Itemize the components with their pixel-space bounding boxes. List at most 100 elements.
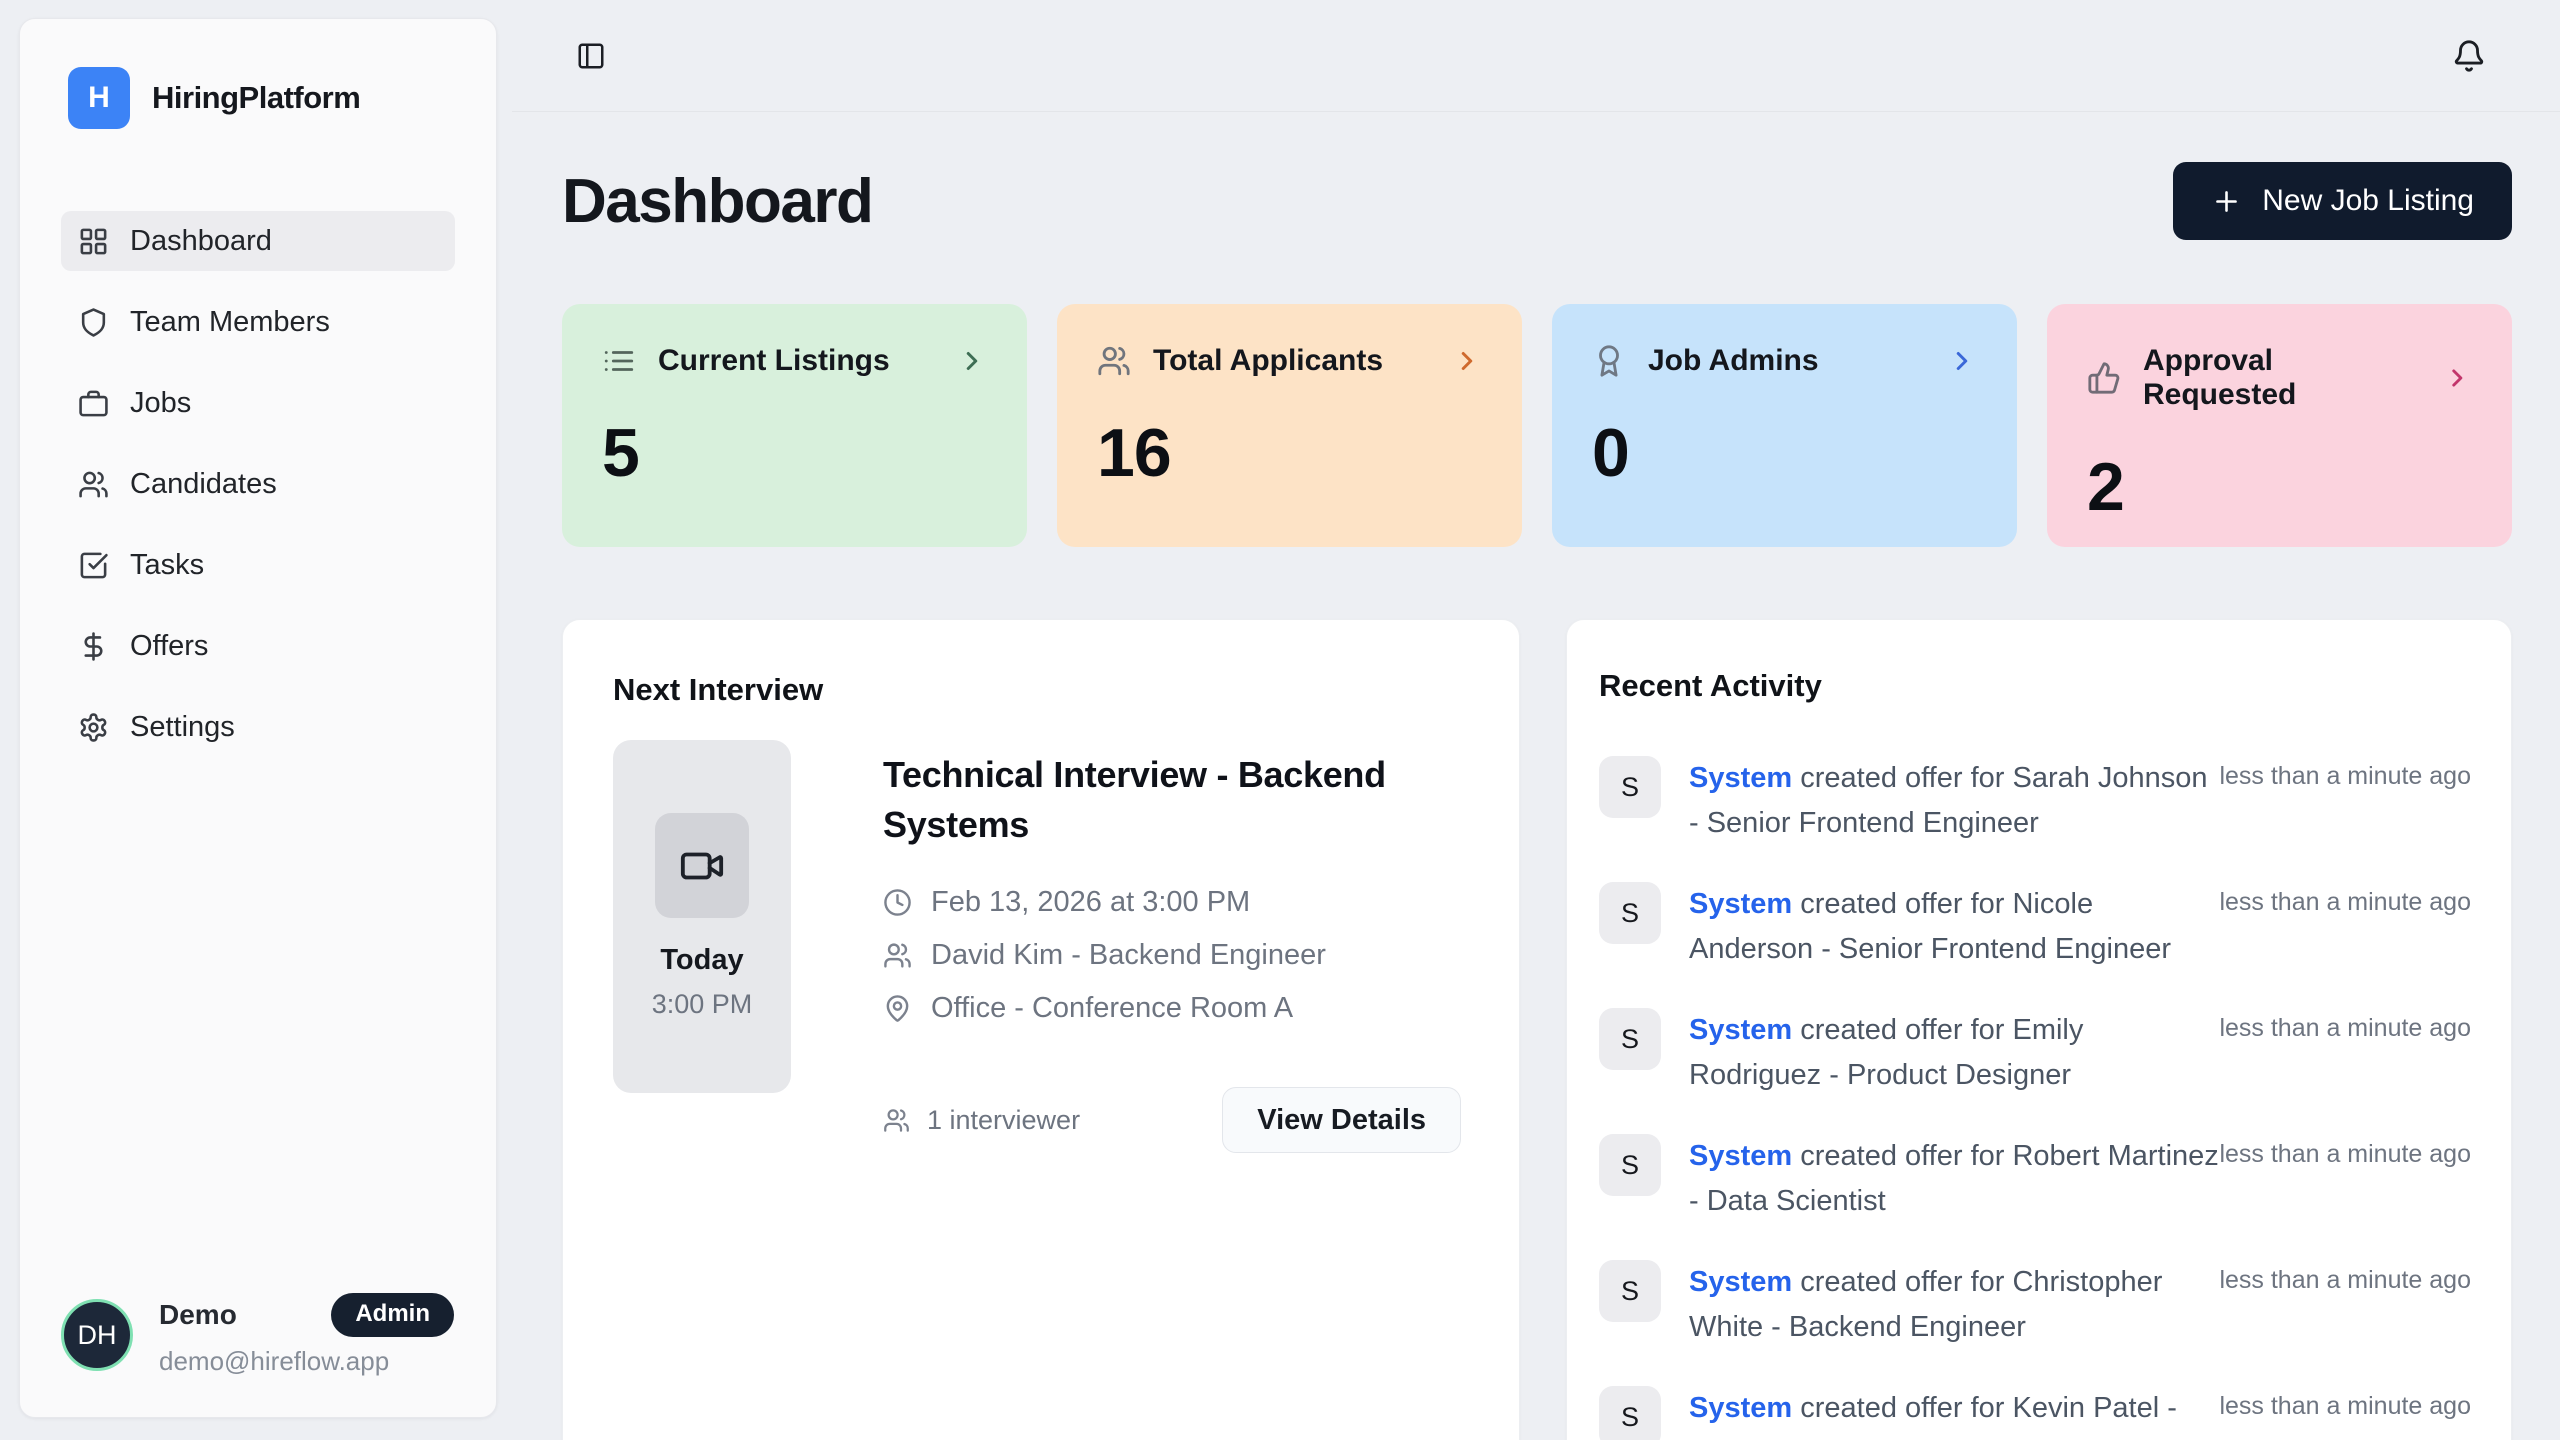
- activity-text: System created offer for Kevin Patel - D…: [1689, 1386, 2219, 1440]
- interview-datetime-row: Feb 13, 2026 at 3:00 PM: [883, 886, 1461, 919]
- dollar-icon: [84, 631, 103, 661]
- activity-actor-link[interactable]: System: [1689, 762, 1793, 794]
- sidebar-item-label: Dashboard: [130, 224, 272, 257]
- sidebar-nav: Dashboard Team Members Jobs Candidates T…: [20, 211, 496, 757]
- sidebar-item-settings[interactable]: Settings: [61, 697, 455, 757]
- activity-text: System created offer for Sarah Johnson -…: [1689, 756, 2219, 846]
- next-interview-title: Next Interview: [613, 672, 824, 707]
- activity-timestamp: less than a minute ago: [2219, 1014, 2471, 1042]
- stat-card-approval-requested[interactable]: Approval Requested 2: [2047, 304, 2512, 547]
- page-header: Dashboard New Job Listing: [562, 162, 2512, 240]
- activity-timestamp: less than a minute ago: [2219, 1266, 2471, 1294]
- chevron-right-icon: [1461, 352, 1473, 370]
- stat-card-job-admins[interactable]: Job Admins 0: [1552, 304, 2017, 547]
- activity-actor-link[interactable]: System: [1689, 1392, 1793, 1424]
- sidebar-item-label: Settings: [130, 710, 235, 743]
- recent-activity-panel: Recent Activity S System created offer f…: [1566, 619, 2512, 1440]
- new-job-listing-button[interactable]: New Job Listing: [2173, 162, 2512, 240]
- award-icon: [1599, 345, 1619, 377]
- activity-actor-link[interactable]: System: [1689, 1266, 1793, 1298]
- user-initials: DH: [77, 1319, 117, 1350]
- sidebar-toggle-button[interactable]: [576, 41, 606, 71]
- sidebar-item-jobs[interactable]: Jobs: [61, 373, 455, 433]
- activity-timestamp: less than a minute ago: [2219, 1140, 2471, 1168]
- activity-action: created offer for Robert Martinez - Data…: [1689, 1140, 2219, 1217]
- chevron-right-icon: [966, 352, 978, 370]
- chevron-right-icon: [2452, 369, 2463, 387]
- user-role-badge: Admin: [331, 1293, 454, 1337]
- activity-actor-link[interactable]: System: [1689, 888, 1793, 920]
- stat-card-current-listings[interactable]: Current Listings 5: [562, 304, 1027, 547]
- plus-icon: [2216, 190, 2238, 212]
- activity-item: S System created offer for Robert Martin…: [1599, 1134, 2471, 1224]
- stat-card-total-applicants[interactable]: Total Applicants 16: [1057, 304, 1522, 547]
- activity-item: S System created offer for Christopher W…: [1599, 1260, 2471, 1350]
- activity-actor-link[interactable]: System: [1689, 1014, 1793, 1046]
- activity-timestamp: less than a minute ago: [2219, 888, 2471, 916]
- sidebar-item-label: Candidates: [130, 467, 277, 500]
- activity-item: S System created offer for Nicole Anders…: [1599, 882, 2471, 972]
- interview-datetime: Feb 13, 2026 at 3:00 PM: [931, 886, 1251, 918]
- interview-date-label: Today: [660, 944, 744, 976]
- stat-value: 5: [602, 415, 640, 491]
- interview-title: Technical Interview - Backend Systems: [883, 754, 1386, 845]
- sidebar-item-dashboard[interactable]: Dashboard: [61, 211, 455, 271]
- notifications-button[interactable]: [2452, 39, 2486, 73]
- stat-value: 16: [1097, 415, 1172, 491]
- stat-value: 0: [1592, 415, 1630, 491]
- activity-avatar: S: [1599, 1134, 1661, 1196]
- user-avatar[interactable]: DH: [61, 1299, 133, 1371]
- gear-icon: [80, 712, 107, 742]
- sidebar-item-candidates[interactable]: Candidates: [61, 454, 455, 514]
- activity-text: System created offer for Robert Martinez…: [1689, 1134, 2219, 1224]
- stat-label: Approval Requested: [2143, 344, 2297, 411]
- user-email: demo@hireflow.app: [159, 1346, 390, 1376]
- page-title: Dashboard: [562, 166, 874, 236]
- activity-action: created offer for Kevin Patel - Data Sci…: [1689, 1392, 2177, 1440]
- recent-activity-title: Recent Activity: [1599, 668, 1822, 703]
- interview-date-tile: Today 3:00 PM: [613, 740, 791, 1093]
- activity-text: System created offer for Emily Rodriguez…: [1689, 1008, 2219, 1098]
- map-pin-icon: [886, 995, 909, 1022]
- clock-icon: [884, 889, 911, 916]
- brand: H HiringPlatform: [20, 19, 496, 129]
- briefcase-icon: [79, 390, 108, 416]
- thumbs-up-icon: [2088, 362, 2120, 394]
- sidebar-item-team-members[interactable]: Team Members: [61, 292, 455, 352]
- brand-initial: H: [88, 81, 110, 114]
- activity-action: created offer for Christopher White - Ba…: [1689, 1266, 2163, 1343]
- interviewer-count-label: 1 interviewer: [927, 1104, 1081, 1135]
- interview-details: Technical Interview - Backend Systems Fe…: [791, 740, 1461, 1153]
- new-job-listing-label: New Job Listing: [2262, 184, 2474, 217]
- sidebar: H HiringPlatform Dashboard Team Members …: [19, 18, 497, 1418]
- video-icon-tile: [655, 813, 749, 918]
- sidebar-item-label: Jobs: [130, 386, 192, 419]
- sidebar-item-label: Tasks: [130, 548, 205, 581]
- stat-cards: Current Listings 5 Total Applicants 16 J…: [562, 304, 2512, 547]
- activity-action: created offer for Sarah Johnson - Senior…: [1689, 762, 2208, 839]
- activity-item: S System created offer for Emily Rodrigu…: [1599, 1008, 2471, 1098]
- list-icon: [604, 351, 634, 371]
- content: Dashboard New Job Listing Current Listin…: [512, 162, 2560, 1440]
- activity-avatar: S: [1599, 1260, 1661, 1322]
- activity-actor-link[interactable]: System: [1689, 1140, 1793, 1172]
- stat-label: Job Admins: [1648, 344, 1819, 377]
- activity-avatar: S: [1599, 1386, 1661, 1440]
- activity-text: System created offer for Nicole Anderson…: [1689, 882, 2219, 972]
- main-area: Dashboard New Job Listing Current Listin…: [512, 0, 2560, 1440]
- interview-candidate-row: David Kim - Backend Engineer: [883, 939, 1461, 972]
- video-camera-icon: [680, 852, 724, 879]
- sidebar-item-offers[interactable]: Offers: [61, 616, 455, 676]
- chevron-right-icon: [1956, 352, 1968, 370]
- view-details-button[interactable]: View Details: [1222, 1087, 1461, 1153]
- activity-item: S System created offer for Sarah Johnson…: [1599, 756, 2471, 846]
- user-profile[interactable]: DH Demo Admin demo@hireflow.app: [61, 1293, 454, 1377]
- users-icon: [79, 471, 108, 497]
- activity-timestamp: less than a minute ago: [2219, 762, 2471, 790]
- next-interview-panel: Next Interview Today 3:00 PM Technical I…: [562, 619, 1520, 1440]
- activity-list: S System created offer for Sarah Johnson…: [1599, 756, 2471, 1440]
- user-name: Demo: [159, 1299, 237, 1330]
- sidebar-item-tasks[interactable]: Tasks: [61, 535, 455, 595]
- interview-location-row: Office - Conference Room A: [883, 992, 1461, 1025]
- stat-value: 2: [2087, 449, 2125, 525]
